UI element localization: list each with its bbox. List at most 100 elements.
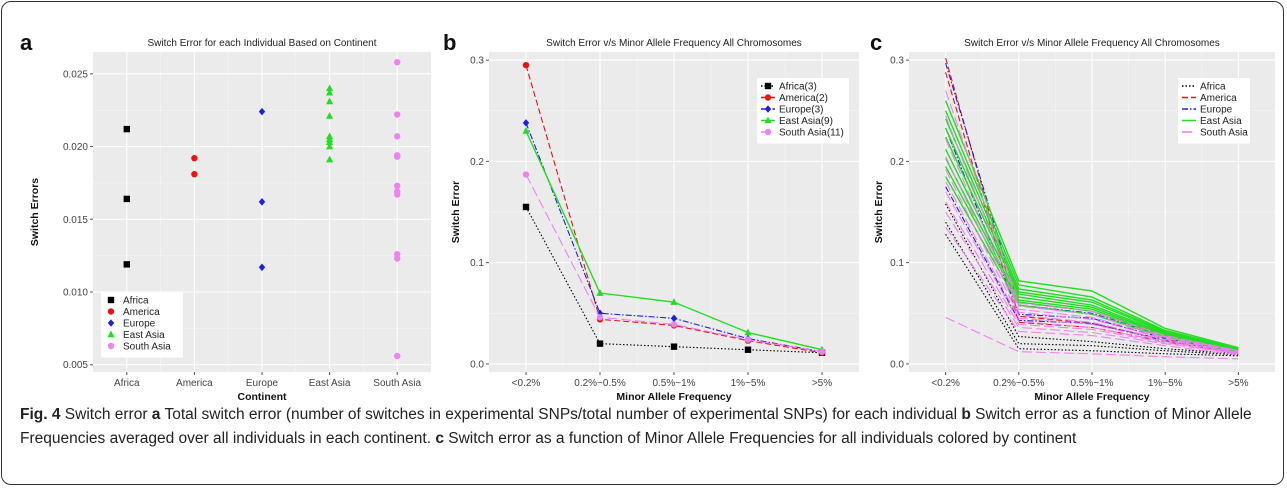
y-axis-label: Switch Error [450,181,462,243]
legend-label: America [123,307,160,318]
series-line [945,115,1239,352]
legend-key-marker [764,94,772,101]
data-point [326,138,334,145]
data-point [522,126,530,134]
x-tick-label: 1%~5% [1148,378,1183,389]
data-point [191,170,198,178]
data-point [596,309,604,318]
series-line [945,169,1239,354]
data-point [326,97,334,105]
data-point [326,84,334,92]
legend-label: America(2) [779,93,828,104]
legend-key-marker [764,128,772,136]
x-axis-label: Continent [238,391,287,403]
data-point [394,153,401,160]
legend-label: Europe(3) [779,105,823,116]
legend-label: East Asia [123,330,165,341]
data-point [744,346,752,353]
data-point [394,111,401,118]
series-line [945,203,1239,355]
x-tick-label: <0.2% [512,378,541,389]
y-tick-label: 0.3 [470,56,484,67]
legend-key [107,296,115,304]
legend-label: South Asia(11) [779,128,844,139]
caption-fig-label: Fig. 4 [20,406,61,423]
chart-c: 0.0 0.1 0.2 0.3 <0.2% 0.2%~0.5% 0.5%~1% 1%~5% >5… [873,38,1275,403]
y-tick-label: 0.015 [63,215,88,226]
x-tick-label: South Asia [373,378,421,389]
data-point [596,340,604,347]
data-point [670,298,678,305]
series-line [945,138,1239,353]
y-tick-label: 0.020 [63,142,88,153]
data-point [522,171,530,178]
data-point [818,348,826,355]
legend-label: Europe [1200,105,1233,116]
x-tick-label: America [176,378,213,389]
x-tick-label: >5% [812,378,832,389]
data-point [123,261,130,268]
legend-key-marker [764,82,772,90]
series-line [945,191,1239,355]
data-point [394,352,401,360]
caption-text-1: Switch error [60,406,152,423]
x-tick-label: Africa [114,378,140,389]
legend-key-marker [764,105,772,113]
legend-label: Africa [123,296,149,307]
caption-text-2: Total switch error (number of switches i… [160,406,962,423]
series-line [945,226,1239,356]
series-line [945,156,1239,353]
figure-caption: Fig. 4 Switch error a Total switch error… [20,403,1270,451]
data-point [394,133,401,140]
y-tick-label: 0.3 [890,56,904,67]
chart-title: Switch Error v/s Minor Allele Frequency … [546,38,802,49]
legend-label: East Asia(9) [779,116,833,127]
data-point [191,154,198,162]
legend-label: Africa [1200,82,1226,93]
series-line [945,181,1239,354]
y-tick-label: 0.2 [890,157,904,168]
y-tick-label: 0.005 [63,360,88,371]
chart-b: 0.0 0.1 0.2 0.3 <0.2% 0.2%~0.5% 0.5%~1% 1%~5% >5… [450,38,859,403]
data-point [670,343,678,350]
caption-text-3: Switch error as a function of Minor Alle… [20,406,1252,447]
x-tick-label: 0.5%~1% [1070,378,1113,389]
chart-title: Switch Error v/s Minor Allele Frequency … [964,38,1220,49]
caption-text-4: Switch error as a function of Minor Alle… [443,430,1077,447]
data-point [123,195,130,203]
caption-letter-a: a [151,406,161,423]
legend-key [107,330,115,338]
data-point [522,203,530,211]
data-point [670,314,678,323]
x-tick-label: 0.5%~1% [652,378,695,389]
y-tick-label: 0.0 [470,359,484,370]
y-tick-label: 0.0 [890,359,904,370]
data-point [258,107,266,116]
data-point [326,155,334,163]
y-tick-label: 0.2 [470,157,484,168]
chart-title: Switch Error for each Individual Based o… [147,38,376,49]
caption-letter-c: c [435,430,444,447]
data-point [394,182,401,190]
series-line [945,211,1239,355]
data-point [522,119,530,127]
series-line [525,174,823,353]
y-tick-label: 0.1 [890,258,904,269]
data-point [326,112,334,119]
panel-letter-b: b [443,30,457,55]
data-point [596,289,604,296]
series-line [945,221,1239,356]
series-line [945,316,1239,360]
y-axis-label: Switch Error [873,181,885,243]
legend-label: East Asia [1200,116,1242,127]
data-point [258,198,266,206]
x-tick-label: 0.2%~0.5% [993,378,1045,389]
x-tick-label: >5% [1228,378,1248,389]
legend-box [757,78,849,144]
legend-label: South Asia [1200,128,1248,139]
data-point [744,328,752,336]
data-point [394,58,401,66]
caption-letter-b: b [961,406,971,423]
